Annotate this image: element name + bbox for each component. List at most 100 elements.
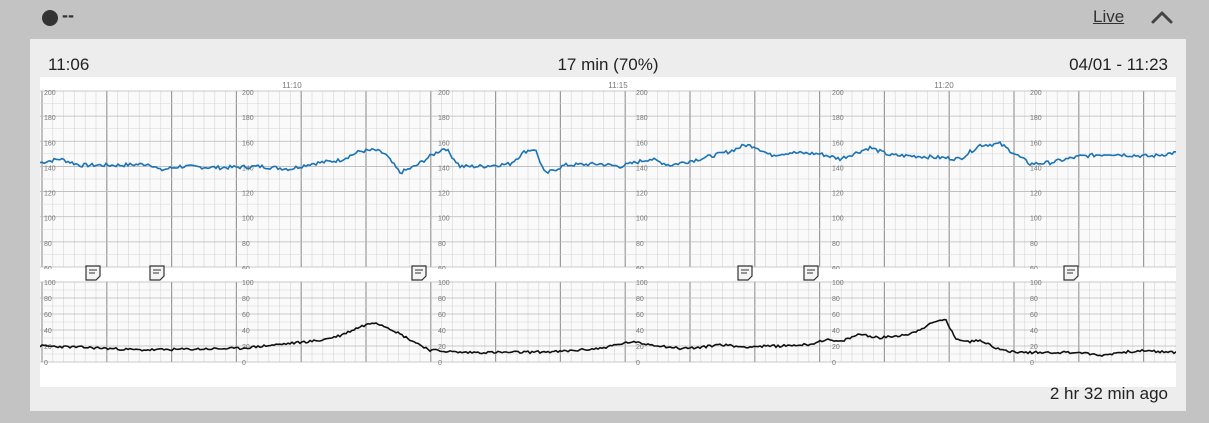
fhr-scale-label: 180 bbox=[44, 115, 56, 122]
note-icon[interactable] bbox=[149, 265, 165, 281]
fhr-scale-label: 180 bbox=[832, 115, 844, 122]
annotation-bar bbox=[40, 269, 1176, 280]
fhr-scale-label: 100 bbox=[44, 216, 56, 223]
fhr-scale-label: 180 bbox=[242, 115, 254, 122]
toco-scale-label: 60 bbox=[832, 312, 840, 319]
toco-scale-label: 0 bbox=[1030, 360, 1034, 367]
fhr-scale-label: 200 bbox=[832, 90, 844, 97]
fhr-scale-label: 140 bbox=[832, 165, 844, 172]
toco-scale-label: 40 bbox=[242, 328, 250, 335]
fhr-scale-label: 160 bbox=[1030, 140, 1042, 147]
fhr-scale-label: 180 bbox=[438, 115, 450, 122]
fhr-scale-label: 160 bbox=[242, 140, 254, 147]
last-update-label: 2 hr 32 min ago bbox=[1049, 384, 1168, 403]
fhr-scale-label: 80 bbox=[832, 241, 840, 248]
fhr-scale-label: 200 bbox=[1030, 90, 1042, 97]
toco-scale-label: 100 bbox=[242, 280, 254, 287]
fhr-scale-label: 100 bbox=[242, 216, 254, 223]
toco-scale-label: 0 bbox=[636, 360, 640, 367]
ctg-strip: 2001801601401201008060100806040200200180… bbox=[39, 77, 1177, 387]
toco-scale-label: 80 bbox=[636, 296, 644, 303]
toco-scale-label: 0 bbox=[832, 360, 836, 367]
ctg-chart: 2001801601401201008060100806040200200180… bbox=[39, 77, 1177, 367]
note-icon[interactable] bbox=[737, 265, 753, 281]
fhr-scale-label: 100 bbox=[438, 216, 450, 223]
toco-scale-label: 20 bbox=[1030, 344, 1038, 351]
fhr-scale-label: 80 bbox=[1030, 241, 1038, 248]
live-link[interactable]: Live bbox=[1093, 7, 1125, 26]
tracing-panel: 11:06 17 min (70%) 04/01 - 11:23 200 180 1… bbox=[30, 39, 1186, 411]
duration-label: 17 min (70%) bbox=[557, 55, 659, 74]
fhr-scale-label: 160 bbox=[832, 140, 844, 147]
fhr-scale-label: 100 bbox=[1030, 216, 1042, 223]
toco-scale-label: 80 bbox=[44, 296, 52, 303]
time-marker: 11:20 bbox=[934, 81, 954, 90]
toco-scale-label: 60 bbox=[242, 312, 250, 319]
fhr-scale-label: 120 bbox=[44, 191, 56, 198]
toco-scale-label: 100 bbox=[44, 280, 56, 287]
fhr-scale-label: 120 bbox=[636, 191, 648, 198]
toco-scale-label: 40 bbox=[438, 328, 446, 335]
fhr-scale-label: 200 bbox=[44, 90, 56, 97]
fhr-scale-label: 180 bbox=[1030, 115, 1042, 122]
fhr-scale-label: 160 bbox=[438, 140, 450, 147]
toco-scale-label: 100 bbox=[832, 280, 844, 287]
chevron-up-icon bbox=[1151, 11, 1173, 24]
toco-scale-label: 80 bbox=[1030, 296, 1038, 303]
fhr-scale-label: 80 bbox=[636, 241, 644, 248]
fhr-scale-label: 200 bbox=[636, 90, 648, 97]
toco-trace bbox=[39, 318, 1177, 357]
toco-scale-label: 0 bbox=[438, 360, 442, 367]
fhr-scale-label: 140 bbox=[44, 165, 56, 172]
toco-scale-label: 0 bbox=[44, 360, 48, 367]
toco-scale-label: 20 bbox=[438, 344, 446, 351]
fhr-scale-label: 200 bbox=[438, 90, 450, 97]
fhr-scale-label: 140 bbox=[1030, 165, 1042, 172]
fhr-scale-label: 100 bbox=[832, 216, 844, 223]
time-marker: 11:15 bbox=[608, 81, 628, 90]
fhr-scale-label: 180 bbox=[636, 115, 648, 122]
toco-scale-label: 60 bbox=[636, 312, 644, 319]
fhr-scale-label: 120 bbox=[242, 191, 254, 198]
toco-scale-label: 100 bbox=[438, 280, 450, 287]
fhr-scale-label: 80 bbox=[44, 241, 52, 248]
toco-scale-label: 20 bbox=[832, 344, 840, 351]
fhr-scale-label: 140 bbox=[636, 165, 648, 172]
toco-scale-label: 60 bbox=[44, 312, 52, 319]
note-icon[interactable] bbox=[411, 265, 427, 281]
fhr-scale-label: 140 bbox=[438, 165, 450, 172]
toco-scale-label: 40 bbox=[636, 328, 644, 335]
fhr-scale-label: 100 bbox=[636, 216, 648, 223]
toco-scale-label: 40 bbox=[1030, 328, 1038, 335]
fhr-scale-label: 120 bbox=[1030, 191, 1042, 198]
toco-scale-label: 0 bbox=[242, 360, 246, 367]
toco-scale-label: 80 bbox=[832, 296, 840, 303]
start-time: 11:06 bbox=[48, 55, 90, 74]
toco-scale-label: 60 bbox=[1030, 312, 1038, 319]
monitor-header: -- Live bbox=[0, 0, 1209, 36]
end-datetime: 04/01 - 11:23 bbox=[1069, 55, 1168, 74]
note-icon[interactable] bbox=[803, 265, 819, 281]
toco-scale-label: 80 bbox=[242, 296, 250, 303]
fhr-scale-label: 80 bbox=[242, 241, 250, 248]
toco-scale-label: 40 bbox=[832, 328, 840, 335]
fhr-scale-label: 120 bbox=[438, 191, 450, 198]
fhr-trace bbox=[39, 141, 1176, 175]
toco-scale-label: 80 bbox=[438, 296, 446, 303]
toco-scale-label: 20 bbox=[636, 344, 644, 351]
fhr-scale-label: 80 bbox=[438, 241, 446, 248]
time-ruler bbox=[40, 77, 1176, 91]
toco-scale-label: 40 bbox=[44, 328, 52, 335]
status-dot-icon bbox=[42, 10, 58, 26]
note-icon[interactable] bbox=[85, 265, 101, 281]
note-icon[interactable] bbox=[1063, 265, 1079, 281]
toco-scale-label: 60 bbox=[438, 312, 446, 319]
fhr-scale-label: 160 bbox=[44, 140, 56, 147]
fhr-scale-label: 160 bbox=[636, 140, 648, 147]
fhr-scale-label: 200 bbox=[242, 90, 254, 97]
status-text: -- bbox=[62, 5, 74, 25]
fhr-scale-label: 120 bbox=[832, 191, 844, 198]
collapse-button[interactable] bbox=[1147, 4, 1177, 30]
toco-scale-label: 100 bbox=[1030, 280, 1042, 287]
toco-scale-label: 20 bbox=[44, 344, 52, 351]
